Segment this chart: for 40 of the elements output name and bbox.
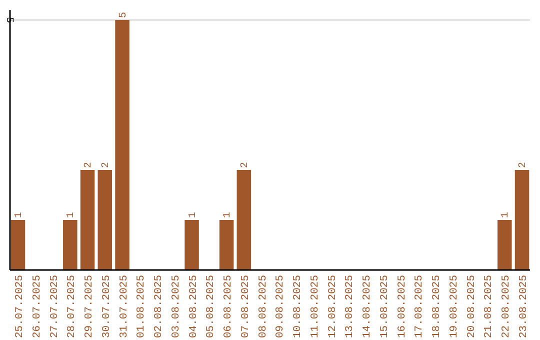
x-tick-label: 03.08.2025 <box>170 275 182 338</box>
x-tick-label: 02.08.2025 <box>153 275 166 338</box>
x-tick-label: 07.08.2025 <box>240 275 252 338</box>
x-tick-label: 30.07.2025 <box>100 275 113 338</box>
x-tick-label: 10.08.2025 <box>292 275 304 338</box>
x-tick-label: 28.07.2025 <box>66 275 78 338</box>
data-label: 1 <box>222 212 234 218</box>
data-label: 5 <box>118 12 130 18</box>
x-tick-label: 12.08.2025 <box>326 275 339 338</box>
x-tick-label: 21.08.2025 <box>483 275 496 338</box>
x-tick-label: 27.07.2025 <box>48 275 61 338</box>
data-label: 1 <box>500 212 512 218</box>
x-tick-label: 29.07.2025 <box>84 275 96 338</box>
x-tick-label: 04.08.2025 <box>188 275 200 338</box>
x-tick-label: 20.08.2025 <box>466 275 478 338</box>
x-tick-label: 31.07.2025 <box>118 275 130 338</box>
data-label: 2 <box>240 162 251 168</box>
x-tick-label: 01.08.2025 <box>136 275 148 338</box>
data-label: 1 <box>66 212 78 218</box>
x-tick-label: 13.08.2025 <box>344 275 356 338</box>
x-tick-label: 16.08.2025 <box>396 275 408 338</box>
x-tick-label: 25.07.2025 <box>14 275 26 338</box>
x-tick-label: 08.08.2025 <box>257 275 270 338</box>
x-tick-label: 11.08.2025 <box>309 275 322 338</box>
x-tick-label: 06.08.2025 <box>222 275 235 338</box>
data-label: 2 <box>100 162 112 168</box>
x-tick-label: 09.08.2025 <box>274 275 287 338</box>
data-label: 2 <box>518 162 530 168</box>
x-tick-label: 19.08.2025 <box>448 275 460 338</box>
data-label: 1 <box>14 212 25 218</box>
x-tick-label: 17.08.2025 <box>414 275 426 338</box>
x-tick-label: 15.08.2025 <box>378 275 391 338</box>
x-tick-label: 23.08.2025 <box>518 275 530 338</box>
x-tick-label: 26.07.2025 <box>31 275 44 338</box>
data-label: 2 <box>84 162 95 168</box>
data-label: 1 <box>188 212 199 218</box>
x-tick-label: 05.08.2025 <box>205 275 218 338</box>
x-tick-label: 14.08.2025 <box>362 275 374 338</box>
x-tick-label: 18.08.2025 <box>431 275 444 338</box>
x-tick-label: 22.08.2025 <box>500 275 513 338</box>
